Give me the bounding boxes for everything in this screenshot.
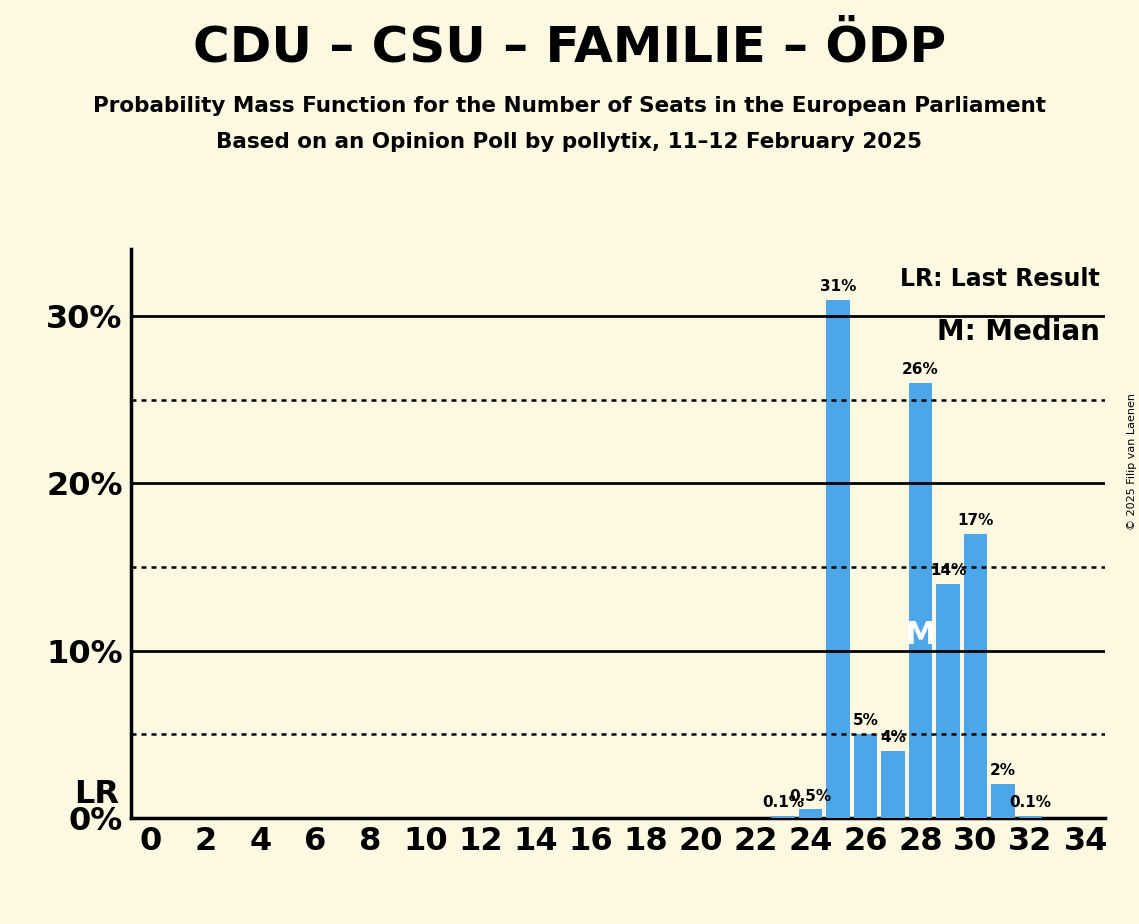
Bar — [936, 584, 960, 818]
Bar — [991, 784, 1015, 818]
Bar — [964, 534, 988, 818]
Text: 4%: 4% — [880, 730, 906, 745]
Bar — [1019, 816, 1042, 818]
Text: © 2025 Filip van Laenen: © 2025 Filip van Laenen — [1126, 394, 1137, 530]
Text: LR: LR — [74, 779, 120, 810]
Text: 5%: 5% — [853, 713, 878, 728]
Text: M: M — [904, 620, 936, 650]
Text: Probability Mass Function for the Number of Seats in the European Parliament: Probability Mass Function for the Number… — [93, 96, 1046, 116]
Text: 17%: 17% — [958, 513, 993, 528]
Bar — [882, 751, 904, 818]
Text: Based on an Opinion Poll by pollytix, 11–12 February 2025: Based on an Opinion Poll by pollytix, 11… — [216, 132, 923, 152]
Bar — [909, 383, 932, 818]
Bar — [826, 299, 850, 818]
Text: 0.1%: 0.1% — [1009, 796, 1051, 810]
Text: 0.1%: 0.1% — [762, 796, 804, 810]
Text: 0.5%: 0.5% — [789, 788, 831, 804]
Text: CDU – CSU – FAMILIE – ÖDP: CDU – CSU – FAMILIE – ÖDP — [192, 23, 947, 71]
Text: M: Median: M: Median — [937, 318, 1100, 346]
Text: 26%: 26% — [902, 362, 939, 377]
Text: LR: Last Result: LR: Last Result — [900, 266, 1100, 290]
Bar — [771, 816, 795, 818]
Text: 31%: 31% — [820, 279, 857, 294]
Bar — [798, 809, 822, 818]
Text: 2%: 2% — [990, 763, 1016, 778]
Text: 14%: 14% — [929, 563, 966, 578]
Bar — [854, 735, 877, 818]
